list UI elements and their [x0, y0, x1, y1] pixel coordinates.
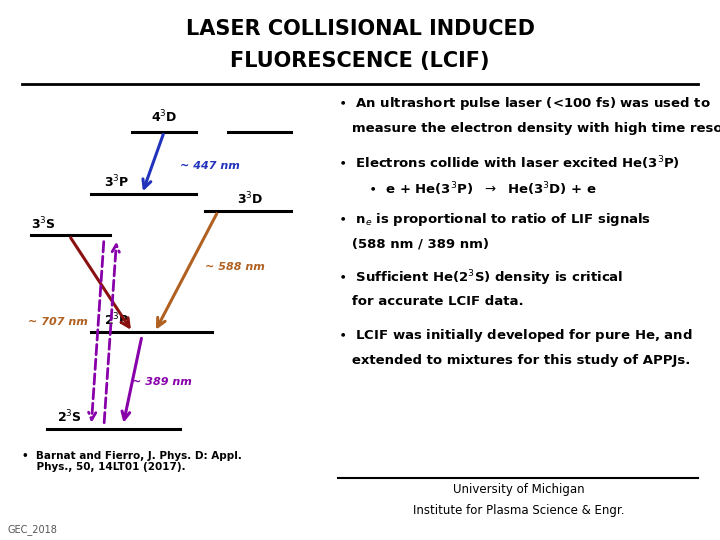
Text: ~ 588 nm: ~ 588 nm — [205, 261, 265, 272]
Text: for accurate LCIF data.: for accurate LCIF data. — [338, 295, 524, 308]
Text: ~ 389 nm: ~ 389 nm — [132, 377, 192, 387]
Text: $\bullet$  An ultrashort pulse laser (<100 fs) was used to: $\bullet$ An ultrashort pulse laser (<10… — [338, 95, 711, 112]
Text: 2$^3$S: 2$^3$S — [57, 409, 81, 426]
Text: ~ 447 nm: ~ 447 nm — [180, 161, 240, 171]
Text: 3$^3$S: 3$^3$S — [32, 215, 56, 232]
Text: (588 nm / 389 nm): (588 nm / 389 nm) — [338, 238, 490, 251]
Text: $\bullet$  Electrons collide with laser excited He(3$^3$P): $\bullet$ Electrons collide with laser e… — [338, 154, 680, 172]
Text: $\bullet$  n$_e$ is proportional to ratio of LIF signals: $\bullet$ n$_e$ is proportional to ratio… — [338, 211, 652, 228]
Text: 3$^3$D: 3$^3$D — [236, 191, 263, 208]
Text: LASER COLLISIONAL INDUCED: LASER COLLISIONAL INDUCED — [186, 19, 534, 39]
Text: 2$^3$P: 2$^3$P — [104, 312, 130, 329]
Text: 3$^3$P: 3$^3$P — [104, 174, 130, 191]
Text: University of Michigan: University of Michigan — [453, 483, 584, 496]
Text: ~ 707 nm: ~ 707 nm — [28, 317, 88, 327]
Text: FLUORESCENCE (LCIF): FLUORESCENCE (LCIF) — [230, 51, 490, 71]
Text: 4$^3$D: 4$^3$D — [151, 108, 177, 125]
Text: measure the electron density with high time resolution.: measure the electron density with high t… — [338, 122, 720, 135]
Text: $\bullet$  Sufficient He(2$^3$S) density is critical: $\bullet$ Sufficient He(2$^3$S) density … — [338, 268, 624, 288]
Text: •  Barnat and Fierro, J. Phys. D: Appl.
    Phys., 50, 14LT01 (2017).: • Barnat and Fierro, J. Phys. D: Appl. P… — [22, 451, 241, 472]
Text: $\bullet$  LCIF was initially developed for pure He, and: $\bullet$ LCIF was initially developed f… — [338, 327, 693, 344]
Text: Institute for Plasma Science & Engr.: Institute for Plasma Science & Engr. — [413, 504, 624, 517]
Text: $\bullet$  e + He(3$^3$P)  $\rightarrow$  He(3$^3$D) + e: $\bullet$ e + He(3$^3$P) $\rightarrow$ H… — [368, 181, 596, 198]
Text: GEC_2018: GEC_2018 — [7, 524, 57, 535]
Text: extended to mixtures for this study of APPJs.: extended to mixtures for this study of A… — [338, 354, 690, 367]
